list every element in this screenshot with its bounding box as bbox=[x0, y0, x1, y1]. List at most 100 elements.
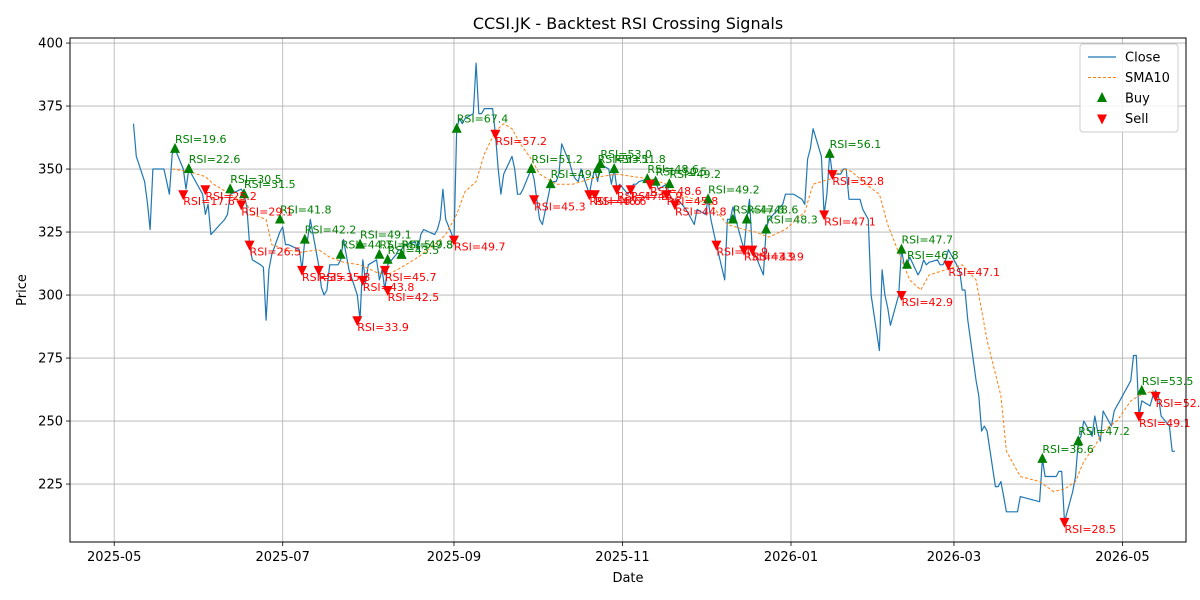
sell-annotation: RSI=42.9 bbox=[901, 296, 953, 309]
sell-marker bbox=[827, 170, 838, 181]
sell-annotation: RSI=44.8 bbox=[675, 205, 727, 218]
buy-annotation: RSI=48.6 bbox=[647, 163, 699, 176]
legend-buy-swatch bbox=[1097, 92, 1107, 102]
sell-annotation: RSI=43.9 bbox=[752, 251, 804, 264]
buy-annotation: RSI=44.7 bbox=[341, 239, 393, 252]
buy-annotation: RSI=49.2 bbox=[669, 168, 721, 181]
legend-label: SMA10 bbox=[1125, 71, 1170, 86]
sell-annotation: RSI=35.1 bbox=[302, 271, 354, 284]
sell-annotation: RSI=52.4 bbox=[1156, 397, 1200, 410]
sell-marker bbox=[1134, 412, 1145, 422]
sell-marker bbox=[669, 200, 680, 211]
buy-annotation: RSI=50.5 bbox=[656, 166, 708, 179]
buy-marker bbox=[274, 213, 285, 224]
sell-marker bbox=[711, 240, 722, 251]
grid bbox=[70, 38, 1186, 542]
x-tick-label: 2025-05 bbox=[87, 550, 141, 565]
axes-frame bbox=[69, 37, 1187, 543]
buy-annotation: RSI=47.5 bbox=[379, 239, 431, 252]
x-tick-label: 2025-11 bbox=[595, 550, 649, 565]
sell-annotation: RSI=35.8 bbox=[319, 271, 371, 284]
buy-marker bbox=[703, 193, 714, 204]
sell-annotation: RSI=47.1 bbox=[824, 215, 876, 228]
sell-annotation: RSI=42.5 bbox=[388, 291, 440, 304]
legend-label: Buy bbox=[1125, 92, 1150, 107]
legend-sell-swatch bbox=[1097, 114, 1107, 125]
buy-annotation: RSI=51.2 bbox=[531, 153, 583, 166]
buy-marker bbox=[609, 163, 620, 174]
y-tick-label: 275 bbox=[38, 352, 63, 367]
sell-marker bbox=[352, 316, 363, 327]
sell-annotation: RSI=33.9 bbox=[357, 321, 409, 334]
sell-marker bbox=[490, 129, 501, 140]
sell-annotation: RSI=43.9 bbox=[744, 251, 796, 264]
buy-annotation: RSI=53.0 bbox=[600, 148, 652, 161]
buy-marker bbox=[335, 248, 346, 259]
x-axis-ticks: 2025-05 2025-07 2025-09 2025-11 2026-01 2026-… bbox=[87, 542, 1150, 565]
sell-annotation: RSI=25.2 bbox=[205, 190, 257, 203]
sell-annotation: RSI=28.5 bbox=[1064, 523, 1116, 536]
sell-marker bbox=[747, 245, 758, 256]
sell-marker bbox=[943, 260, 954, 271]
x-tick-label: 2026-05 bbox=[1095, 550, 1149, 565]
legend: Close SMA10 Buy Sell bbox=[1079, 43, 1179, 133]
y-tick-label: 350 bbox=[38, 163, 63, 178]
y-tick-label: 225 bbox=[38, 478, 63, 493]
buy-annotation: RSI=47.3 bbox=[733, 203, 785, 216]
buy-annotation: RSI=67.4 bbox=[457, 113, 509, 126]
sell-marker bbox=[661, 190, 672, 201]
sell-annotation: RSI=48.6 bbox=[650, 185, 702, 198]
buy-marker bbox=[1136, 384, 1147, 395]
buy-annotation: RSI=47.7 bbox=[901, 234, 953, 247]
sell-annotation: RSI=46.6 bbox=[595, 195, 647, 208]
sell-marker bbox=[529, 195, 540, 206]
legend-label: Close bbox=[1125, 51, 1160, 66]
buy-marker bbox=[225, 183, 236, 194]
sell-annotation: RSI=43.8 bbox=[363, 281, 415, 294]
y-axis-label: Price bbox=[15, 274, 30, 306]
buy-annotation: RSI=49.7 bbox=[551, 168, 603, 181]
y-tick-label: 400 bbox=[38, 37, 63, 52]
sell-annotation: RSI=45.7 bbox=[385, 271, 437, 284]
buy-marker bbox=[592, 163, 603, 174]
sell-marker bbox=[645, 180, 656, 191]
signal-markers bbox=[169, 122, 1161, 528]
buy-annotation: RSI=36.6 bbox=[1042, 443, 1094, 456]
sell-marker bbox=[1150, 391, 1161, 402]
buy-marker bbox=[169, 142, 180, 153]
x-tick-label: 2025-07 bbox=[256, 550, 310, 565]
buy-annotation: RSI=53.1 bbox=[598, 153, 650, 166]
sell-marker bbox=[625, 185, 636, 196]
sell-annotation: RSI=57.2 bbox=[495, 135, 547, 148]
x-tick-label: 2026-01 bbox=[764, 550, 818, 565]
sell-annotation: RSI=47.9 bbox=[617, 190, 669, 203]
sell-marker bbox=[739, 245, 750, 256]
sell-marker bbox=[819, 210, 830, 221]
buy-marker bbox=[355, 238, 366, 249]
buy-annotation: RSI=48.3 bbox=[766, 214, 818, 227]
sell-annotation: RSI=45.3 bbox=[534, 200, 586, 213]
buy-marker bbox=[727, 213, 738, 224]
sell-annotation: RSI=29.1 bbox=[241, 205, 293, 218]
buy-annotation: RSI=19.6 bbox=[175, 133, 227, 146]
sell-marker bbox=[1059, 517, 1070, 528]
sell-annotation: RSI=46.9 bbox=[631, 190, 683, 203]
buy-marker bbox=[741, 213, 752, 224]
sma10-line bbox=[172, 123, 1162, 493]
buy-marker bbox=[396, 248, 407, 259]
sell-annotation: RSI=41.9 bbox=[716, 246, 768, 259]
legend-label: Sell bbox=[1125, 112, 1148, 127]
sell-annotation: RSI=46.6 bbox=[589, 195, 641, 208]
buy-marker bbox=[382, 253, 393, 264]
sell-marker bbox=[382, 286, 393, 296]
sell-marker bbox=[236, 200, 247, 211]
y-tick-label: 325 bbox=[38, 226, 63, 241]
buy-marker bbox=[183, 163, 194, 174]
sell-marker bbox=[178, 190, 189, 201]
buy-annotation: RSI=53.5 bbox=[1142, 375, 1194, 388]
sell-annotation: RSI=47.1 bbox=[948, 266, 1000, 279]
sell-marker bbox=[244, 240, 255, 251]
y-axis-ticks: 225 250 275 300 325 350 375 400 bbox=[38, 37, 70, 493]
buy-annotation: RSI=47.2 bbox=[1078, 425, 1130, 438]
